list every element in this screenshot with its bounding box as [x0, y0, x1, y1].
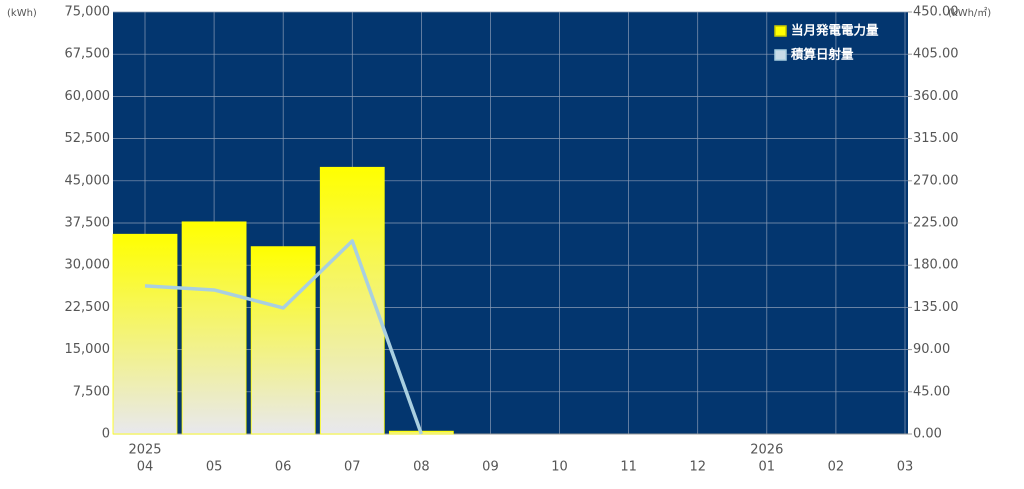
y2-tick-label: 270.00: [913, 173, 959, 188]
x-tick-label: 08: [413, 460, 430, 475]
x-tick-label: 03: [897, 460, 914, 475]
y-axis-unit: (kWh): [7, 8, 37, 19]
y2-tick-label: 45.00: [913, 384, 950, 399]
y-tick-label: 45,000: [65, 173, 111, 188]
legend-swatch: [774, 49, 787, 61]
year-label: 2026: [750, 443, 783, 458]
x-tick-label: 09: [482, 460, 499, 475]
year-label: 2025: [128, 443, 161, 458]
y2-tick-label: 135.00: [913, 300, 959, 315]
y2-tick-label: 360.00: [913, 89, 959, 104]
legend-label: 当月発電電力量: [791, 23, 879, 38]
y2-tick-label: 180.00: [913, 258, 959, 273]
x-tick-label: 06: [275, 460, 292, 475]
y-tick-label: 7,500: [73, 384, 110, 399]
y2-axis-unit: (kWh/㎡): [948, 7, 991, 19]
y2-tick-label: 405.00: [913, 47, 959, 62]
y2-tick-label: 90.00: [913, 342, 950, 357]
x-tick-label: 01: [759, 460, 776, 475]
bar: [250, 246, 316, 435]
y-tick-label: 60,000: [65, 89, 111, 104]
x-tick-label: 10: [551, 460, 568, 475]
x-tick-label: 02: [828, 460, 845, 475]
x-tick-label: 11: [620, 460, 637, 475]
y2-tick-label: 315.00: [913, 131, 959, 146]
y2-tick-label: 0.00: [913, 427, 942, 442]
y2-tick-label: 450.00: [913, 5, 959, 20]
y-tick-label: 67,500: [65, 47, 111, 62]
y2-tick-label: 225.00: [913, 216, 959, 231]
line-series: [144, 239, 424, 435]
y-tick-label: 75,000: [65, 5, 111, 20]
y-tick-label: 52,500: [65, 131, 111, 146]
y-tick-label: 15,000: [65, 342, 111, 357]
y-tick-label: 22,500: [65, 300, 111, 315]
legend-swatch: [774, 25, 787, 37]
y-tick-label: 37,500: [65, 216, 111, 231]
bar: [112, 233, 178, 435]
bar: [181, 221, 247, 435]
x-tick-label: 07: [344, 460, 361, 475]
legend-label: 積算日射量: [790, 47, 854, 62]
y-tick-label: 0: [102, 427, 110, 442]
y-tick-label: 30,000: [65, 258, 111, 273]
x-tick-label: 12: [689, 460, 706, 475]
x-tick-label: 05: [206, 460, 223, 475]
x-tick-label: 04: [137, 460, 154, 475]
